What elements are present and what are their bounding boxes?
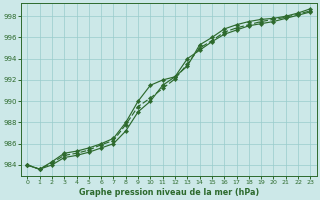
X-axis label: Graphe pression niveau de la mer (hPa): Graphe pression niveau de la mer (hPa) [79, 188, 259, 197]
